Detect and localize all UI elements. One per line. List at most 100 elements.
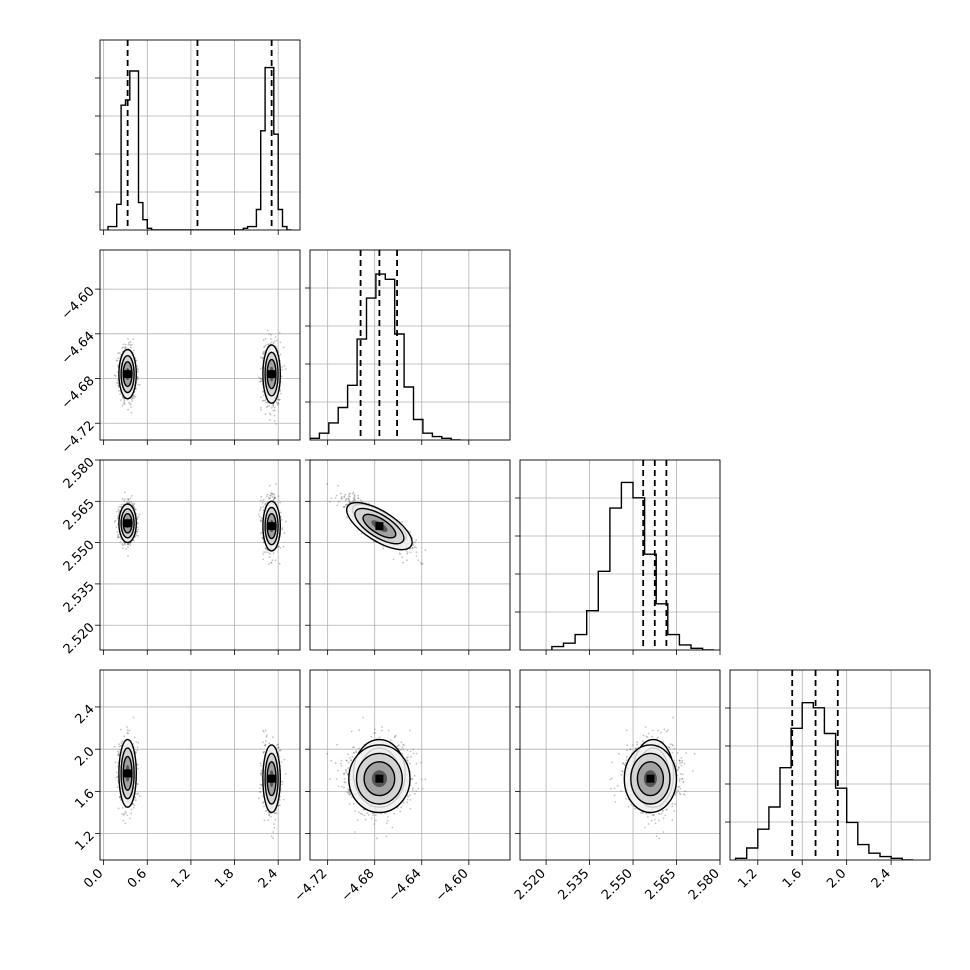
sample-point (285, 520, 287, 523)
sample-point (117, 357, 119, 359)
sample-point (117, 364, 119, 367)
sample-point (118, 506, 120, 508)
sample-point (129, 402, 132, 405)
sample-point (340, 492, 342, 495)
panel-frame (99, 39, 301, 231)
sample-point (357, 494, 360, 497)
sample-point (264, 337, 267, 340)
sample-point (127, 343, 130, 346)
sample-point (122, 343, 125, 346)
sample-point (260, 495, 263, 498)
sample-point (115, 359, 118, 362)
sample-point (136, 793, 139, 795)
sample-point (121, 347, 124, 349)
sample-point (285, 368, 287, 370)
sample-point (268, 484, 271, 487)
sample-point (133, 502, 136, 505)
sample-point (130, 398, 133, 400)
sample-point (263, 345, 266, 348)
sample-point (277, 398, 280, 401)
sample-point (137, 767, 139, 770)
sample-point (134, 751, 137, 754)
sample-point (136, 376, 139, 378)
y-tick-label: −4.60 (59, 284, 98, 323)
y-tick-label: 2.550 (61, 538, 98, 575)
sample-point (265, 548, 268, 551)
sample-point (123, 542, 126, 545)
sample-point (272, 498, 275, 500)
sample-point (259, 532, 262, 535)
sample-point (262, 541, 265, 544)
sample-point (128, 501, 131, 503)
sample-point (277, 495, 280, 497)
sample-point (119, 506, 122, 508)
sample-point (122, 814, 125, 816)
sample-point (265, 406, 268, 409)
y-tick-label: 2.535 (61, 579, 98, 616)
sample-point (278, 398, 281, 401)
panel-frame (99, 249, 301, 441)
sample-point (116, 530, 119, 533)
sample-point (121, 807, 124, 809)
sample-point (260, 396, 262, 399)
density-peak (123, 370, 132, 379)
sample-point (409, 531, 411, 534)
sample-point (262, 394, 265, 397)
sample-point (272, 499, 275, 501)
sample-point (351, 492, 354, 495)
density-peak (375, 522, 384, 531)
hist-panel-2 (515, 459, 721, 655)
sample-point (133, 505, 135, 508)
sample-point (264, 547, 267, 550)
sample-point (258, 513, 260, 516)
sample-point (113, 374, 116, 377)
sample-point (119, 399, 122, 401)
sample-point (115, 526, 118, 529)
sample-point (274, 336, 277, 338)
sample-point (419, 561, 422, 564)
sample-point (127, 401, 130, 404)
sample-point (399, 553, 402, 555)
sample-point (119, 795, 121, 798)
sample-point (119, 798, 122, 801)
sample-point (270, 406, 273, 409)
sample-point (132, 338, 135, 340)
sample-point (117, 382, 119, 385)
sample-point (264, 503, 267, 505)
sample-point (262, 506, 264, 508)
sample-point (278, 562, 281, 565)
hist-panel-1 (305, 249, 511, 445)
sample-point (120, 742, 123, 744)
sample-point (348, 501, 351, 504)
sample-point (120, 728, 122, 731)
sample-point (133, 736, 136, 739)
sample-point (345, 499, 347, 501)
sample-point (273, 406, 276, 409)
sample-point (137, 515, 140, 518)
histogram-step (551, 481, 715, 650)
sample-point (273, 420, 276, 422)
sample-point (263, 551, 265, 553)
sample-point (264, 547, 267, 549)
sample-point (273, 496, 276, 499)
y-tick-label: 2.580 (61, 455, 98, 492)
sample-point (131, 400, 134, 403)
sample-point (279, 501, 281, 504)
sample-point (273, 414, 276, 417)
sample-point (353, 496, 356, 499)
sample-point (268, 563, 270, 566)
sample-point (259, 377, 261, 380)
scatter-panel-1-0: −4.72−4.68−4.64−4.60 (59, 249, 301, 457)
sample-point (262, 558, 265, 561)
sample-point (130, 346, 132, 349)
sample-point (348, 493, 351, 496)
sample-point (278, 545, 280, 548)
sample-point (277, 402, 280, 405)
sample-point (133, 397, 135, 399)
sample-point (136, 376, 139, 379)
sample-point (136, 522, 139, 525)
sample-point (409, 551, 412, 554)
sample-point (126, 731, 129, 734)
sample-point (138, 383, 141, 386)
sample-point (277, 403, 279, 406)
